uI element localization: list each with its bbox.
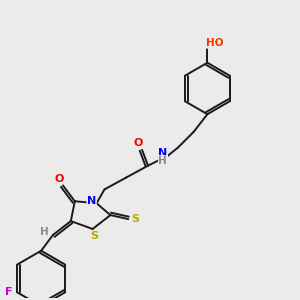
Text: S: S — [131, 214, 139, 224]
Text: O: O — [134, 138, 143, 148]
Text: S: S — [91, 231, 99, 241]
Text: O: O — [54, 173, 64, 184]
Text: N: N — [158, 148, 167, 158]
Text: N: N — [87, 196, 96, 206]
Text: H: H — [40, 227, 49, 237]
Text: F: F — [4, 287, 12, 297]
Text: HO: HO — [206, 38, 223, 48]
Text: H: H — [158, 156, 167, 166]
